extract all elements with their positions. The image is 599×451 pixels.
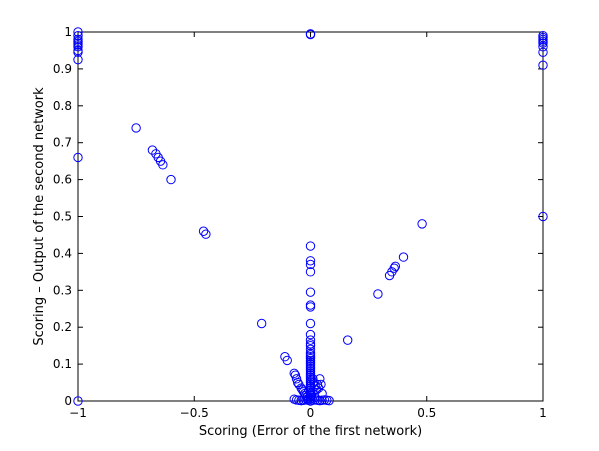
data-point [324, 395, 334, 406]
data-point [312, 379, 323, 390]
x-tick-label: −1 [69, 406, 87, 420]
data-point [73, 47, 83, 57]
y-tick-label: 0.5 [53, 210, 72, 224]
data-point [390, 261, 401, 272]
data-point [305, 29, 316, 40]
data-point [73, 27, 83, 37]
data-point [73, 30, 83, 41]
data-point [73, 152, 83, 163]
data-point [305, 335, 316, 345]
y-tick-label: 0.4 [53, 246, 72, 260]
data-point [305, 267, 316, 277]
data-points [73, 27, 548, 406]
data-point [198, 226, 209, 236]
data-point [282, 355, 292, 366]
data-point [538, 42, 548, 52]
y-tick-label: 0.6 [53, 173, 72, 187]
data-point [538, 38, 548, 48]
y-tick-label: 0.8 [53, 99, 72, 113]
data-point [316, 379, 326, 390]
data-point [158, 160, 168, 170]
data-point [73, 54, 83, 65]
data-point [538, 47, 548, 57]
data-point [305, 287, 316, 297]
axes: −1 −0.5 0 0.5 1 0 0.1 0.2 0.3 0.4 0.5 0.6 0.7 0.8 0.9 1 [53, 25, 547, 420]
x-tick-label: 0 [307, 406, 315, 420]
y-tick-label: 0.7 [53, 136, 72, 150]
data-point [417, 219, 427, 229]
data-point [343, 335, 353, 345]
data-point [305, 318, 316, 329]
x-tick-label: −0.5 [180, 406, 209, 420]
data-point [308, 387, 318, 397]
data-point [305, 256, 316, 266]
data-point [305, 329, 316, 340]
data-point [315, 374, 325, 384]
data-point [73, 42, 83, 52]
data-point [293, 377, 303, 388]
y-tick-label: 0.1 [53, 357, 72, 371]
x-axis-label: Scoring (Error of the first network) [199, 424, 422, 439]
data-point [389, 263, 399, 273]
y-tick-label: 0.3 [53, 283, 72, 297]
data-point [305, 241, 316, 251]
data-point [289, 368, 299, 379]
x-tick-label: 0.5 [417, 406, 436, 420]
data-point [538, 60, 548, 70]
data-point [305, 344, 316, 355]
data-point [310, 392, 320, 403]
y-tick-label: 1 [64, 25, 72, 39]
x-tick-label: 1 [539, 406, 547, 420]
data-point [305, 259, 316, 270]
data-point [373, 289, 383, 299]
data-point [166, 174, 176, 185]
data-point [398, 252, 409, 262]
data-point [73, 396, 83, 406]
data-point [131, 123, 141, 133]
y-axis-label: Scoring – Output of the second network [32, 87, 47, 346]
data-point [256, 318, 267, 329]
data-point [305, 302, 316, 312]
y-tick-label: 0.9 [53, 62, 72, 76]
data-point [291, 374, 302, 384]
data-point [538, 211, 548, 222]
y-tick-label: 0.2 [53, 320, 72, 334]
y-tick-label: 0 [64, 394, 72, 408]
data-point [201, 229, 211, 239]
data-point [305, 340, 316, 351]
